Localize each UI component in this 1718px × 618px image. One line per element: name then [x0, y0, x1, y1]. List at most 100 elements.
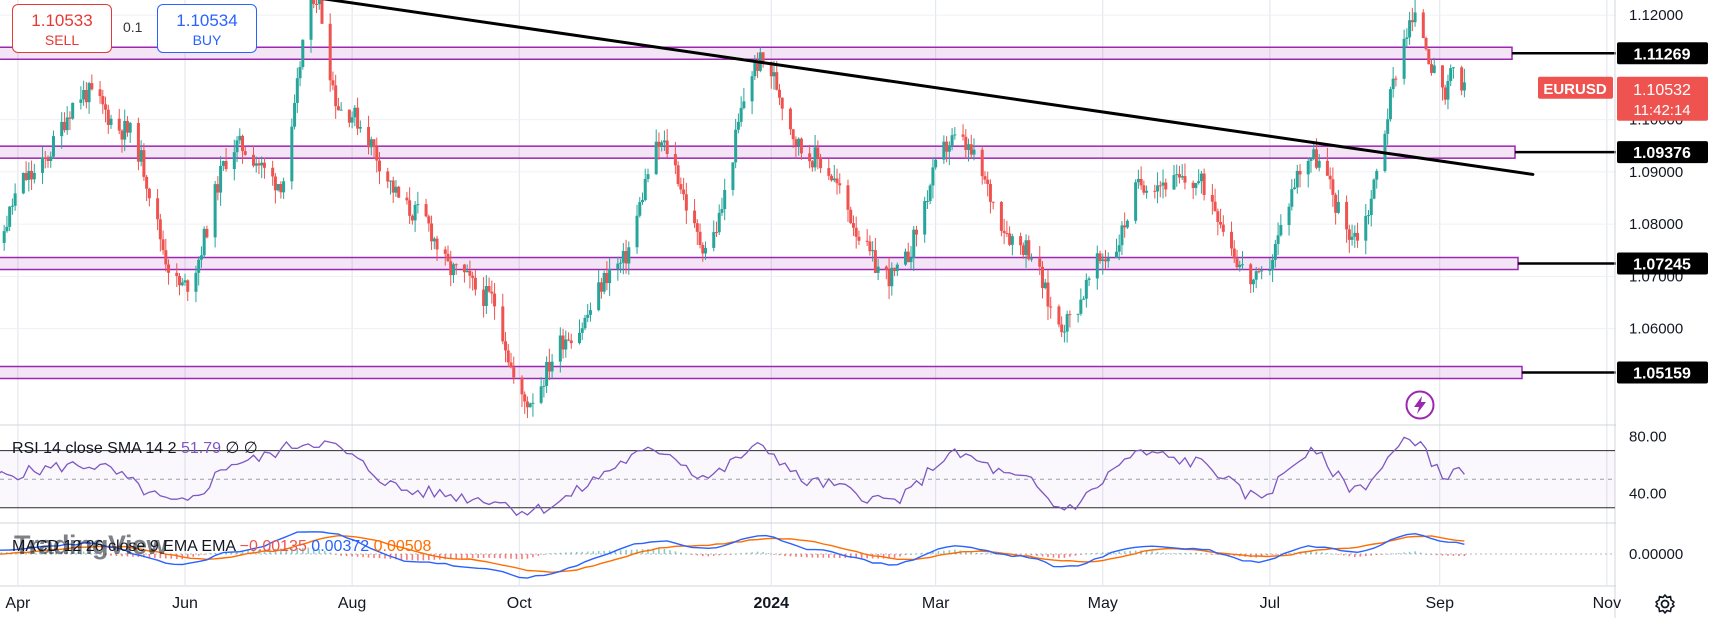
candle: [1240, 251, 1244, 270]
candle-body: [334, 85, 338, 107]
candle: [257, 159, 261, 175]
candle-body: [701, 245, 705, 254]
candle-body: [386, 171, 390, 182]
candle-body: [1024, 240, 1028, 255]
trendline[interactable]: [166, 0, 1535, 176]
buy-button[interactable]: 1.10534 BUY: [157, 4, 257, 53]
candle-body: [1098, 253, 1102, 262]
current-price-badge[interactable]: 1.10532 11:42:14: [1617, 76, 1708, 121]
candle: [884, 265, 888, 280]
candle: [873, 237, 877, 274]
axis-level-badge[interactable]: 1.05159: [1617, 361, 1708, 384]
candle-body: [339, 109, 343, 111]
axis-level-badge-bg: [1617, 141, 1708, 164]
candle-body: [788, 108, 792, 130]
candle-body: [82, 89, 86, 100]
candle: [577, 319, 581, 345]
macd-histogram-bar: [1030, 554, 1033, 556]
candle: [619, 258, 623, 273]
candle: [854, 216, 858, 249]
candle-body: [1430, 64, 1434, 73]
candle: [1114, 238, 1118, 258]
price-axis[interactable]: 1.060001.070001.080001.090001.100001.120…: [1538, 0, 1718, 618]
macd-histogram-bar: [1397, 552, 1400, 554]
trendline-segment[interactable]: [166, 0, 1535, 176]
macd-histogram-bar: [701, 554, 704, 557]
axis-level-badge[interactable]: 1.11269: [1617, 42, 1708, 65]
candle: [1161, 169, 1165, 199]
candle: [967, 138, 971, 162]
macd-histogram-bar: [1184, 552, 1186, 554]
macd-histogram-bar: [696, 554, 699, 556]
candle-body: [914, 229, 918, 235]
candle-body: [205, 228, 209, 238]
candle-body: [547, 361, 551, 372]
candle: [531, 393, 535, 417]
macd-histogram-bar: [1096, 552, 1099, 554]
candle-body: [873, 250, 877, 273]
candle-body: [969, 144, 973, 155]
candle-body: [558, 335, 562, 362]
candle: [638, 196, 642, 218]
candle: [1024, 234, 1028, 268]
candle: [712, 220, 716, 252]
candle: [1142, 180, 1146, 196]
macd-histogram-bar: [855, 554, 857, 559]
candle-body: [1421, 12, 1425, 39]
candle-body: [24, 173, 28, 180]
macd-histogram-bar: [800, 554, 803, 558]
candle: [1019, 232, 1023, 255]
candle-body: [980, 149, 984, 177]
lightning-icon[interactable]: [1404, 389, 1436, 421]
candle-body: [723, 189, 727, 210]
candle-body: [695, 223, 699, 232]
candle: [1057, 304, 1061, 328]
macd-legend[interactable]: MACD 12 26 close 9 EMA EMA −0.00135 0.00…: [12, 538, 431, 556]
candle-body: [1114, 251, 1118, 258]
candle-body: [520, 377, 524, 395]
time-tick-label: May: [1088, 595, 1118, 612]
candle-body: [531, 402, 535, 404]
macd-histogram-bar: [685, 553, 688, 555]
candle: [1276, 222, 1280, 256]
candle: [123, 109, 127, 152]
macd-histogram-bar: [334, 554, 337, 555]
candle: [276, 183, 280, 192]
macd-histogram-bar: [1271, 554, 1274, 555]
candle: [964, 129, 968, 159]
sell-button[interactable]: 1.10533 SELL: [12, 4, 112, 53]
candle-body: [106, 109, 110, 125]
rsi-legend[interactable]: RSI 14 close SMA 14 2 51.79 ∅ ∅: [12, 438, 258, 458]
candle-body: [953, 134, 957, 136]
macd-histogram-bar: [192, 554, 195, 557]
candle: [624, 239, 628, 274]
candle-body: [1364, 215, 1368, 241]
candle: [1076, 313, 1080, 323]
candle: [309, 0, 313, 53]
candle: [912, 226, 916, 272]
macd-histogram-bar: [784, 554, 786, 557]
axis-level-badge[interactable]: 1.09376: [1617, 141, 1708, 164]
candle: [988, 179, 992, 214]
candle: [178, 273, 182, 296]
spread-value: 0.1: [123, 19, 143, 35]
candle: [41, 146, 45, 185]
candle-body: [906, 251, 910, 263]
macd-histogram-bar: [751, 552, 753, 554]
candle-body: [331, 80, 335, 86]
time-axis[interactable]: Apr Jun Aug Oct 2024 Mar May Jul Sep Nov: [5, 595, 1621, 612]
gear-icon[interactable]: [1653, 592, 1677, 616]
candle-body: [1175, 174, 1179, 176]
macd-histogram-bar: [1173, 553, 1175, 554]
candle: [314, 0, 318, 14]
candle: [367, 115, 371, 155]
candle: [336, 97, 340, 111]
macd-histogram-bar: [1463, 554, 1466, 557]
macd-histogram-bar: [66, 551, 68, 554]
candle: [238, 128, 242, 145]
candle: [731, 162, 735, 196]
axis-level-badge[interactable]: 1.07245: [1617, 252, 1708, 275]
symbol-badge[interactable]: EURUSD: [1538, 76, 1613, 99]
macd-histogram-bar: [1118, 551, 1121, 554]
